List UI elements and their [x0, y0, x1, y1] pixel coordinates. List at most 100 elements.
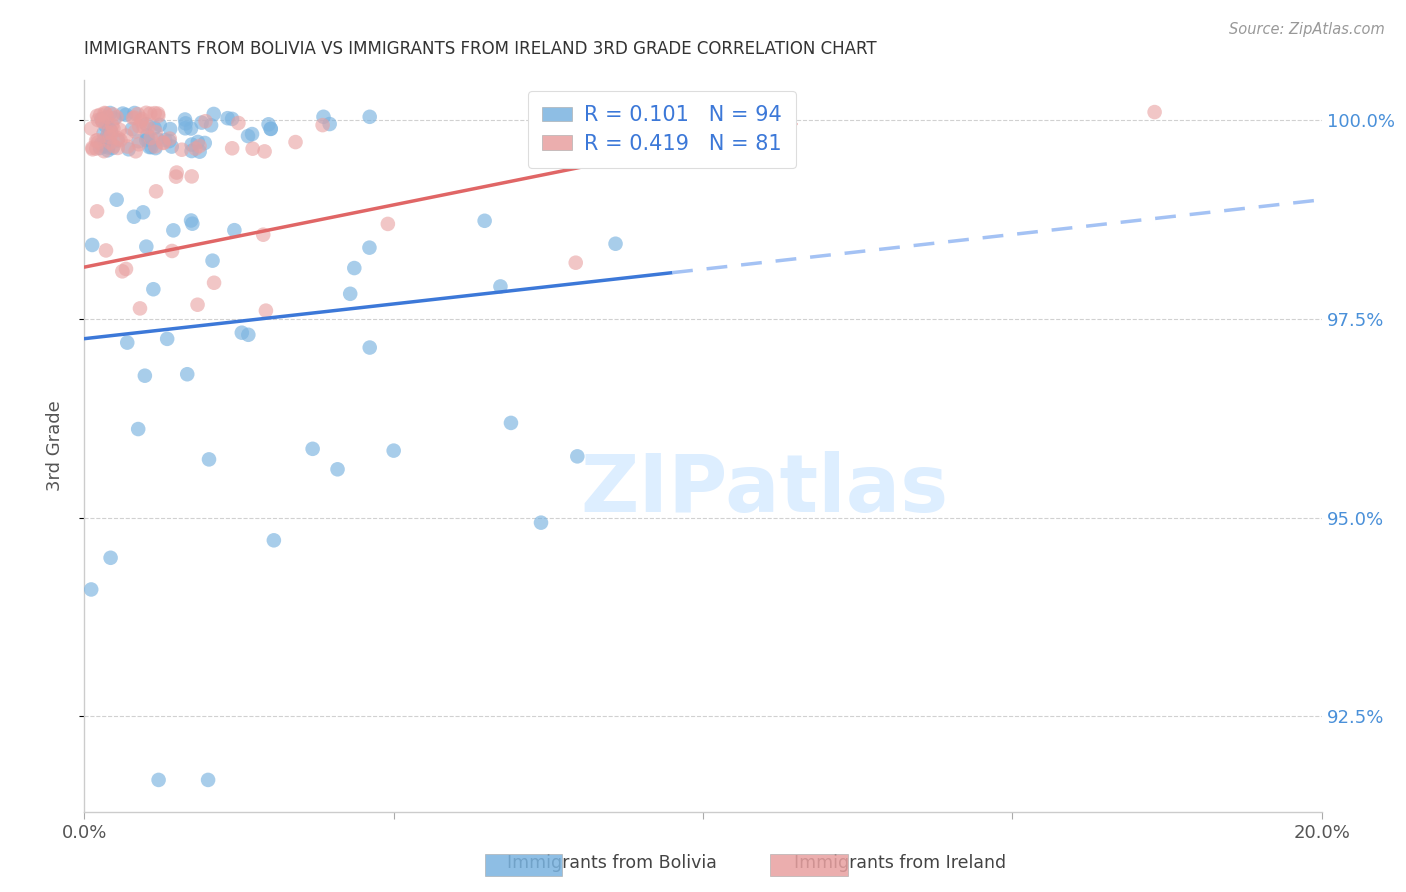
Point: [94, 106, 117, 120]
Point: [122, 210, 145, 224]
Point: [127, 422, 149, 436]
Point: [180, 121, 202, 136]
Point: [157, 134, 180, 148]
Point: [221, 141, 243, 155]
Point: [108, 123, 131, 137]
Point: [107, 131, 129, 145]
Point: [160, 139, 183, 153]
Point: [489, 279, 512, 293]
Point: [111, 106, 134, 120]
Point: [318, 117, 340, 131]
Point: [202, 107, 225, 121]
Point: [101, 118, 124, 132]
Point: [242, 142, 264, 156]
Point: [143, 120, 166, 135]
Point: [174, 112, 197, 127]
Point: [160, 244, 183, 258]
Point: [115, 128, 138, 143]
Point: [115, 108, 138, 122]
Point: [159, 122, 181, 136]
Point: [254, 303, 277, 318]
Point: [139, 131, 162, 145]
Point: [188, 139, 211, 153]
Point: [143, 139, 166, 153]
Text: Immigrants from Ireland: Immigrants from Ireland: [794, 855, 1005, 872]
Y-axis label: 3rd Grade: 3rd Grade: [45, 401, 63, 491]
Point: [180, 213, 202, 227]
Point: [359, 241, 381, 255]
Point: [87, 113, 110, 128]
Point: [129, 301, 152, 316]
Point: [260, 121, 283, 136]
Point: [100, 124, 122, 138]
Point: [326, 462, 349, 476]
Point: [197, 772, 219, 787]
Point: [180, 144, 202, 158]
Point: [198, 452, 221, 467]
Point: [100, 550, 122, 565]
Point: [135, 105, 157, 120]
Point: [107, 133, 129, 147]
Point: [117, 139, 139, 153]
Point: [377, 217, 399, 231]
Point: [97, 143, 120, 157]
Point: [129, 114, 152, 128]
Point: [301, 442, 323, 456]
Point: [98, 130, 121, 145]
Point: [253, 145, 276, 159]
Point: [80, 121, 103, 136]
Point: [93, 106, 115, 120]
Point: [103, 121, 125, 136]
Point: [96, 130, 118, 145]
Point: [128, 120, 150, 134]
Point: [82, 238, 104, 252]
Point: [91, 115, 114, 129]
Point: [284, 135, 307, 149]
Point: [605, 236, 627, 251]
Point: [90, 112, 112, 127]
Point: [146, 132, 169, 146]
Point: [202, 276, 225, 290]
Point: [135, 133, 157, 147]
Point: [159, 131, 181, 145]
Point: [136, 128, 159, 143]
Point: [564, 255, 586, 269]
Point: [152, 136, 174, 150]
Point: [201, 253, 224, 268]
Point: [136, 120, 159, 135]
Point: [187, 135, 209, 149]
Point: [93, 138, 115, 153]
Point: [236, 129, 259, 144]
Point: [105, 110, 128, 124]
Point: [142, 282, 165, 296]
Point: [194, 136, 217, 150]
Point: [174, 116, 197, 130]
Point: [136, 132, 159, 146]
Point: [117, 142, 139, 156]
Point: [567, 450, 589, 464]
Point: [181, 217, 204, 231]
Point: [176, 368, 198, 382]
Point: [132, 120, 155, 134]
Point: [132, 205, 155, 219]
Point: [93, 126, 115, 140]
Point: [228, 116, 250, 130]
Point: [86, 204, 108, 219]
Point: [131, 112, 153, 127]
Point: [180, 137, 202, 152]
Point: [217, 111, 239, 125]
Point: [97, 126, 120, 140]
Point: [101, 107, 124, 121]
Point: [121, 122, 143, 136]
Point: [127, 107, 149, 121]
Point: [1143, 105, 1166, 120]
Point: [115, 261, 138, 276]
Point: [231, 326, 253, 340]
Point: [103, 139, 125, 153]
Point: [221, 112, 243, 126]
Point: [152, 136, 174, 150]
Point: [359, 110, 381, 124]
Point: [382, 443, 405, 458]
Text: IMMIGRANTS FROM BOLIVIA VS IMMIGRANTS FROM IRELAND 3RD GRADE CORRELATION CHART: IMMIGRANTS FROM BOLIVIA VS IMMIGRANTS FR…: [84, 40, 877, 58]
Point: [100, 126, 122, 140]
